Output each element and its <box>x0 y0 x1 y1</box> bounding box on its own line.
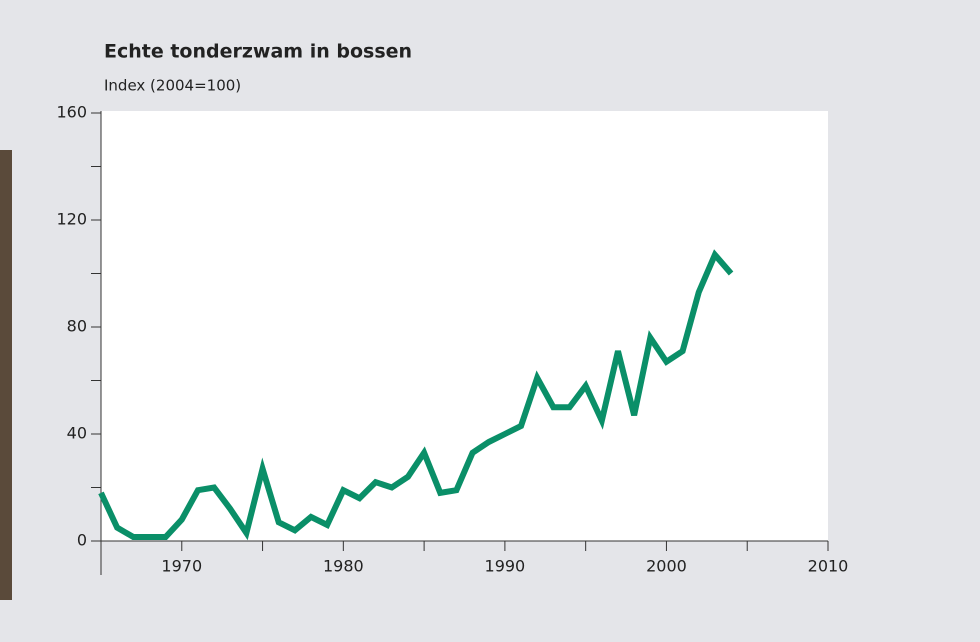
y-tick-label: 80 <box>67 317 87 336</box>
y-tick-label: 120 <box>56 210 87 229</box>
photo-edge <box>0 150 12 600</box>
y-tick-label: 0 <box>77 531 87 550</box>
chart-subtitle: Index (2004=100) <box>104 77 241 95</box>
x-tick-label: 1990 <box>485 557 526 576</box>
data-line <box>98 249 734 541</box>
chart-title: Echte tonderzwam in bossen <box>104 41 412 63</box>
x-tick-label: 1970 <box>161 557 202 576</box>
y-tick-label: 40 <box>67 424 87 443</box>
x-tick-label: 2010 <box>808 557 849 576</box>
x-tick-label: 1980 <box>323 557 364 576</box>
x-tick-label: 2000 <box>646 557 687 576</box>
y-tick-label: 160 <box>56 103 87 122</box>
